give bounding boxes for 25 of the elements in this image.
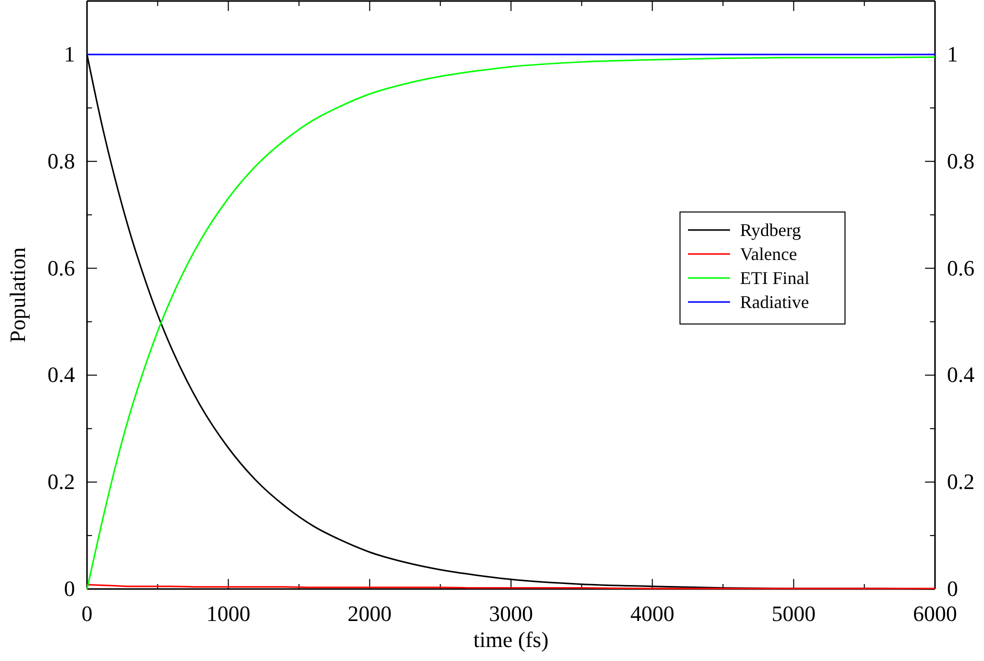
y-tick-label: 0.4 xyxy=(48,362,75,388)
x-tick-label: 0 xyxy=(82,600,92,626)
y2-tick-label: 0.4 xyxy=(947,362,974,388)
y-tick-label: 0.8 xyxy=(48,148,75,174)
y2-tick-label: 0 xyxy=(947,576,958,602)
x-tick-label: 1000 xyxy=(206,600,250,626)
y-tick-label: 0.6 xyxy=(48,255,75,280)
x-tick-label: 6000 xyxy=(913,600,957,626)
legend-label: ETI Final xyxy=(740,268,810,288)
y-tick-label: 0.2 xyxy=(48,469,75,494)
legend-label: Valence xyxy=(740,244,797,264)
x-tick-label: 5000 xyxy=(772,600,816,626)
x-tick-label: 3000 xyxy=(489,600,533,626)
y-tick-label: 1 xyxy=(64,41,75,66)
y2-tick-label: 0.2 xyxy=(947,469,974,494)
y2-tick-label: 1 xyxy=(947,41,958,66)
y-tick-label: 0 xyxy=(64,576,75,602)
legend-label: Rydberg xyxy=(740,220,801,240)
y2-tick-label: 0.8 xyxy=(947,148,974,174)
y-axis-title: Population xyxy=(5,247,30,343)
x-axis-title: time (fs) xyxy=(473,627,549,652)
x-tick-label: 4000 xyxy=(630,600,674,626)
y2-tick-label: 0.6 xyxy=(947,255,974,280)
legend-label: Radiative xyxy=(740,292,809,312)
x-tick-label: 2000 xyxy=(348,600,392,626)
